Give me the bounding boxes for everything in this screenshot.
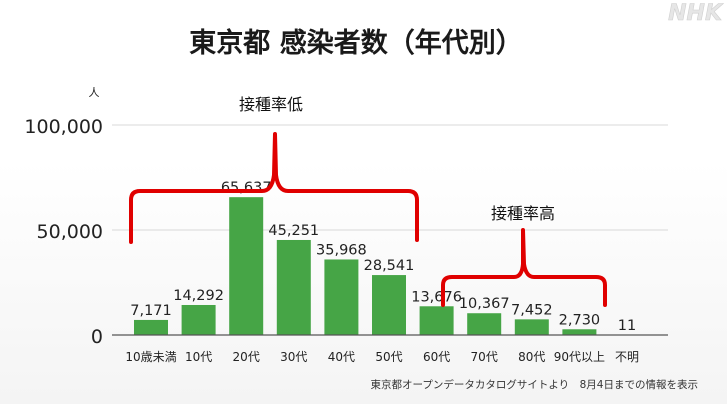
y-axis-unit-label: 人 [89,86,100,99]
y-tick-label: 100,000 [24,116,103,138]
bar-30代 [276,239,311,335]
x-tick-label: 10歳未満 [125,350,176,364]
nhk-watermark: NHK [668,1,724,26]
high-rate-label: 接種率高 [491,204,555,223]
bar-20代 [229,197,264,335]
chart-title: 東京都 感染者数（年代別） [189,27,522,59]
bar-10代 [181,304,216,335]
x-tick-label: 80代 [518,350,545,364]
bar-10歳未満 [134,319,168,335]
x-tick-label: 70代 [471,350,498,364]
x-tick-label: 30代 [280,350,307,364]
low-rate-bracket [129,132,419,244]
gridlines [112,124,668,231]
value-label: 35,968 [316,242,367,258]
low-rate-brace [129,132,419,244]
value-label: 65,637 [221,180,272,196]
y-axis-ticks: 0 50,000 100,000 [24,116,103,348]
source-note: 東京都オープンデータカタログサイトより 8月4日までの情報を表示 [370,378,698,391]
x-tick-label: 60代 [423,350,450,364]
bar-90代以上 [562,329,597,335]
x-axis-ticks: 10歳未満 10代 20代 30代 40代 50代 60代 70代 80代 90代以上 不明 [125,350,639,364]
x-tick-label: 10代 [185,350,212,364]
high-rate-brace [441,228,607,307]
x-tick-label: 90代以上 [554,350,605,364]
value-label: 45,251 [268,223,319,239]
value-label: 2,730 [559,312,601,328]
low-rate-label: 接種率低 [239,95,303,114]
bar-80代 [514,319,549,335]
value-label: 7,171 [130,303,172,319]
value-label: 13,676 [411,289,462,305]
x-tick-label: 20代 [233,350,260,364]
bar-70代 [467,313,502,335]
y-tick-label: 50,000 [37,221,103,243]
value-label: 11 [618,318,636,334]
x-tick-label: 50代 [375,350,402,364]
high-rate-bracket [441,228,607,307]
value-label: 14,292 [173,288,224,304]
bars [134,197,644,335]
x-tick-label: 不明 [615,350,639,364]
value-label: 28,541 [364,258,415,274]
bar-40代 [324,259,359,335]
x-tick-label: 40代 [328,350,355,364]
y-tick-label: 0 [91,326,103,348]
bar-60代 [419,306,454,335]
bar-50代 [372,275,406,335]
value-label: 7,452 [511,302,553,318]
value-label: 10,367 [459,296,510,312]
